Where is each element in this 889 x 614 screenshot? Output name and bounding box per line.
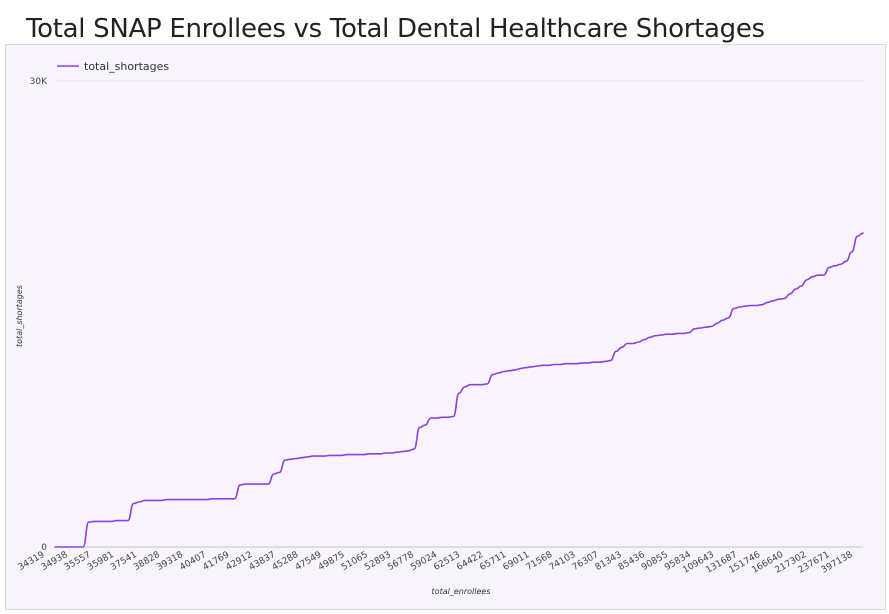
legend-entry-total-shortages: total_shortages (84, 60, 169, 73)
gridlines (55, 80, 863, 548)
series-line-total-shortages (54, 232, 864, 548)
chart-panel (5, 44, 886, 610)
y-axis-ticks: 0 30K (30, 77, 48, 553)
chart-title: Total SNAP Enrollees vs Total Dental Hea… (26, 14, 765, 44)
x-axis-ticks: 3431934938355573598137541388283931840407… (17, 550, 855, 576)
y-tick-label: 30K (30, 77, 48, 87)
y-axis-label: total_shortages (15, 285, 24, 347)
legend: total_shortages (57, 60, 169, 73)
y-tick-label: 0 (41, 543, 47, 553)
x-axis-label: total_enrollees (432, 587, 491, 596)
